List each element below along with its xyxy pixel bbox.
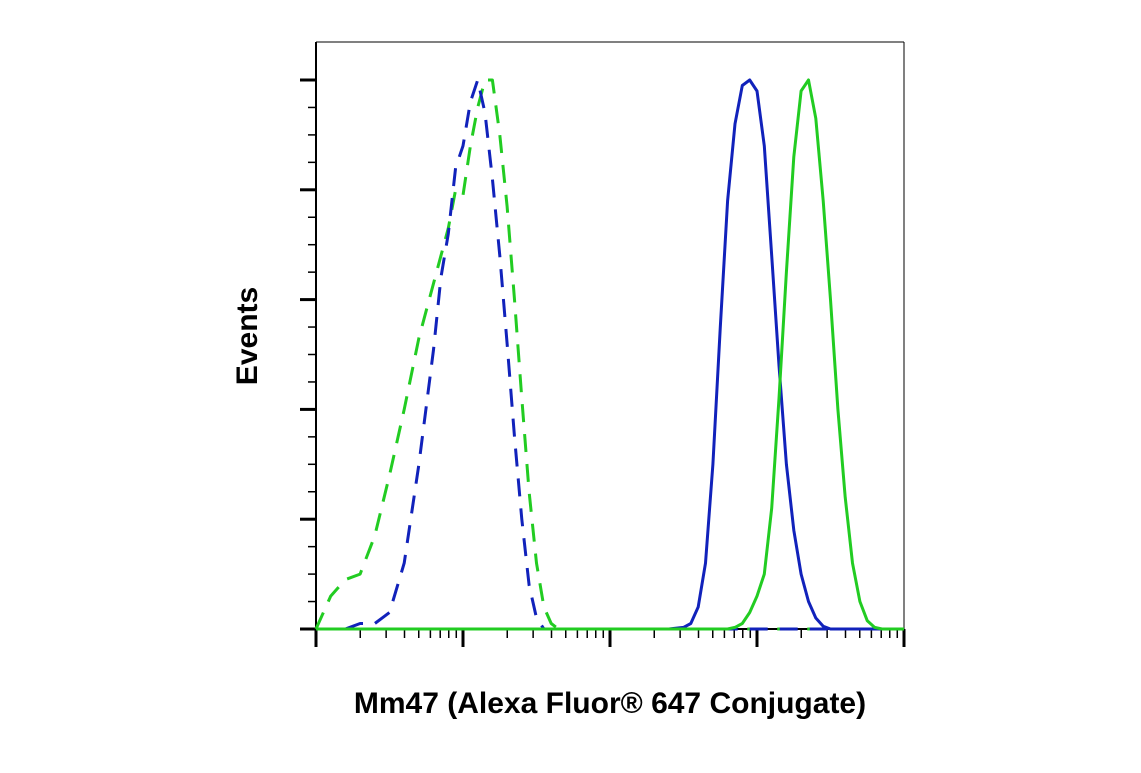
histogram-series-2 — [316, 78, 904, 631]
histogram-series-4 — [316, 78, 904, 631]
histogram-series-1 — [314, 78, 904, 631]
y-axis-title: Events — [231, 287, 264, 385]
x-axis-title: Mm47 (Alexa Fluor® 647 Conjugate) — [354, 687, 866, 720]
axis-ticks — [300, 78, 906, 647]
series-layer — [314, 78, 904, 631]
plot-frame — [302, 41, 905, 645]
histogram-series-3 — [316, 78, 904, 631]
